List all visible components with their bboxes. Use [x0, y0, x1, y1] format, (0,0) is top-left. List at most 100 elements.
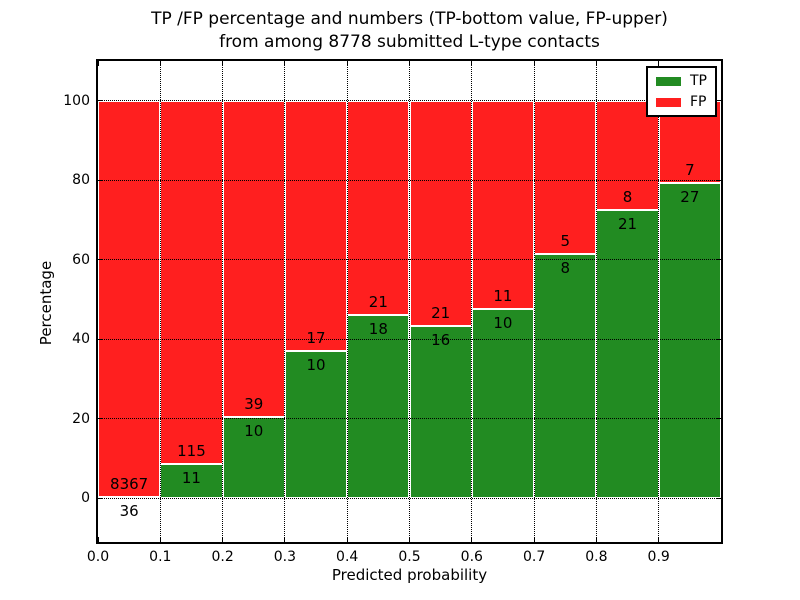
tp-bar-segment [471, 308, 535, 499]
fp-bar-segment [284, 100, 348, 352]
fp-bar-segment [409, 100, 472, 327]
y-tick-left [98, 497, 103, 499]
x-gridline [471, 61, 473, 542]
x-tick-top [533, 61, 535, 66]
x-tick-top [222, 61, 224, 66]
x-tick-bottom [284, 537, 286, 542]
fp-bar-segment [98, 100, 161, 497]
tp-count-label: 16 [431, 331, 451, 350]
tp-bar-segment [534, 253, 597, 499]
x-tick-bottom [595, 537, 597, 542]
tp-bar-segment [284, 351, 348, 499]
fp-count-label: 115 [177, 441, 206, 460]
x-tick-top [409, 61, 410, 66]
x-tick-top [284, 61, 286, 66]
y-tick-left [98, 259, 103, 261]
y-tick-label: 40 [72, 331, 90, 348]
fp-bar-segment [534, 100, 597, 254]
x-tick-top [159, 61, 161, 66]
fp-count-label: 5 [560, 231, 571, 250]
fp-count-label: 8367 [110, 474, 149, 493]
y-tick-left [98, 179, 103, 181]
tp-count-label: 10 [306, 356, 326, 375]
fp-count-label: 21 [368, 292, 388, 311]
fp-count-label: 17 [306, 329, 326, 348]
tp-bar-segment [409, 326, 472, 499]
x-tick-top [97, 61, 99, 66]
y-tick-label: 20 [72, 410, 90, 427]
x-axis-label: Predicted probability [331, 566, 488, 584]
x-gridline [533, 61, 535, 542]
x-tick-label: 0.9 [647, 549, 670, 565]
fp-bar-segment [347, 100, 410, 315]
x-gridline [346, 61, 348, 542]
legend-label-tp: TP [690, 73, 707, 89]
fp-bar-segment [222, 100, 285, 418]
x-tick-label: 0.8 [585, 549, 608, 565]
x-tick-bottom [346, 537, 348, 542]
x-tick-bottom [533, 537, 535, 542]
plot-area: TP FP 8367 36 115 11 39 10 17 10 21 18 21 16 11 10 5 8 8… [63, 59, 723, 565]
y-tick-label: 60 [72, 251, 90, 268]
tp-bar-segment [658, 182, 721, 499]
y-tick-label: 80 [72, 172, 90, 189]
tp-count-label: 18 [368, 319, 388, 338]
y-tick-right [716, 179, 721, 181]
x-tick-bottom [471, 537, 473, 542]
y-tick-label: 100 [63, 92, 90, 109]
y-tick-left [98, 418, 103, 420]
fp-swatch [656, 97, 681, 107]
y-tick-left [98, 100, 103, 102]
y-axis-label: Percentage [37, 260, 55, 346]
fp-count-label: 8 [622, 188, 633, 207]
x-tick-top [658, 61, 660, 66]
fp-count-label: 39 [244, 395, 264, 414]
x-tick-label: 0.0 [86, 549, 110, 565]
legend-label-fp: FP [690, 94, 707, 110]
fp-bar-segment [471, 100, 535, 309]
fp-bar-segment [596, 100, 659, 211]
x-gridline [409, 61, 410, 542]
x-gridline [284, 61, 286, 542]
x-tick-bottom [97, 537, 99, 542]
y-tick-right [716, 418, 721, 420]
x-tick-label: 0.5 [398, 549, 421, 565]
legend-entry-tp: TP [656, 74, 707, 88]
x-tick-top [346, 61, 348, 66]
legend-entry-fp: FP [656, 95, 707, 109]
x-tick-label: 0.7 [522, 549, 546, 565]
tp-bar-segment [222, 417, 285, 499]
x-gridline [595, 61, 597, 542]
y-tick-label: 0 [81, 490, 90, 507]
tp-count-label: 8 [560, 258, 571, 277]
tp-count-label: 27 [680, 187, 700, 206]
x-tick-bottom [159, 537, 161, 542]
tp-swatch [656, 76, 681, 86]
x-tick-top [595, 61, 597, 66]
x-tick-label: 0.4 [336, 549, 359, 565]
tp-count-label: 11 [181, 468, 201, 487]
x-gridline [159, 61, 161, 542]
x-tick-bottom [222, 537, 224, 542]
x-tick-label: 0.6 [460, 549, 483, 565]
x-tick-label: 0.1 [149, 549, 172, 565]
x-tick-label: 0.3 [273, 549, 297, 565]
chart-title: TP /FP percentage and numbers (TP-bottom… [96, 8, 723, 54]
chart-title-line1: TP /FP percentage and numbers (TP-bottom… [151, 9, 668, 29]
x-tick-bottom [409, 537, 410, 542]
tp-count-label: 36 [119, 501, 139, 520]
fp-count-label: 21 [431, 304, 451, 323]
tp-bar-segment [596, 210, 659, 499]
x-tick-label: 0.2 [211, 549, 234, 565]
legend: TP FP [646, 66, 717, 117]
tp-count-label: 21 [618, 215, 638, 234]
tp-bar-segment [347, 314, 410, 499]
fp-count-label: 11 [493, 286, 513, 305]
x-gridline [222, 61, 224, 542]
x-tick-top [471, 61, 473, 66]
fp-bar-segment [160, 100, 223, 464]
fp-count-label: 7 [685, 160, 695, 179]
tp-count-label: 10 [244, 422, 264, 441]
y-tick-right [716, 259, 721, 261]
